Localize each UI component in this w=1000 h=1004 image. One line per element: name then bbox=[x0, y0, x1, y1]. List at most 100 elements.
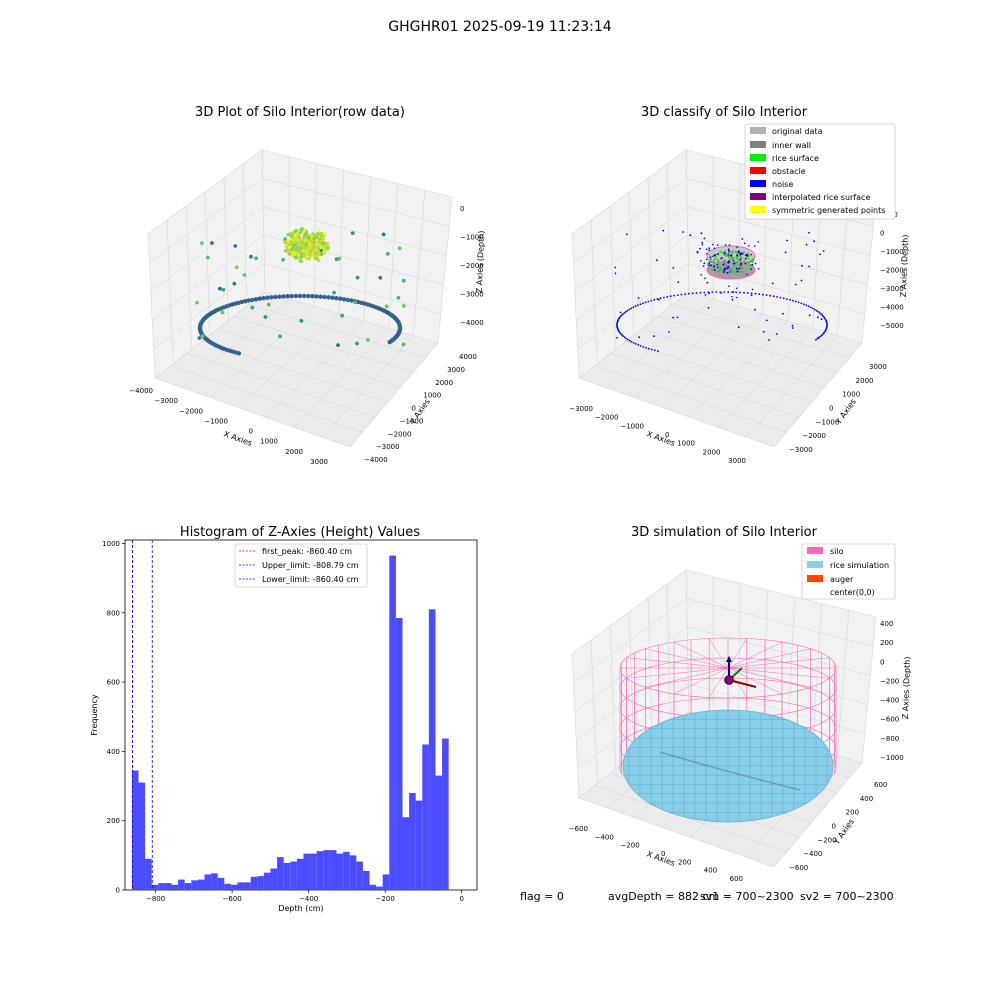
raw-data-point bbox=[356, 299, 361, 305]
silo-wire bbox=[673, 641, 729, 669]
raw-data-point bbox=[292, 243, 297, 248]
noise-point bbox=[803, 303, 805, 306]
noise-point bbox=[771, 282, 774, 285]
raw-data-point bbox=[261, 296, 266, 301]
grid-line bbox=[577, 263, 689, 350]
histogram-bar bbox=[204, 874, 212, 890]
silo-wire bbox=[727, 667, 830, 679]
classified-point bbox=[722, 259, 725, 262]
raw-data-point bbox=[310, 294, 315, 299]
histogram-y-tick-label: 800 bbox=[107, 609, 120, 617]
raw-x-tick-label: −1000 bbox=[204, 417, 228, 425]
sim-x-tick-label: −400 bbox=[595, 833, 614, 841]
noise-point bbox=[650, 348, 653, 351]
noise-point bbox=[688, 292, 690, 295]
classify-z-tick-label: 0 bbox=[880, 230, 884, 238]
histogram-bar bbox=[356, 861, 363, 890]
histogram-bar bbox=[349, 855, 357, 890]
noise-point bbox=[738, 251, 740, 254]
classified-point bbox=[741, 267, 744, 270]
raw-data-point bbox=[345, 297, 350, 303]
noise-point bbox=[635, 343, 637, 345]
grid-line bbox=[321, 335, 414, 438]
raw-data-point bbox=[281, 294, 286, 299]
noise-point bbox=[673, 294, 676, 297]
noise-point bbox=[765, 294, 768, 296]
raw-data-point bbox=[316, 258, 321, 263]
noise-point bbox=[642, 302, 644, 305]
grid-line bbox=[628, 191, 635, 336]
histogram-bar bbox=[316, 851, 324, 890]
raw-y-tick-label: −3000 bbox=[376, 443, 400, 451]
raw-y-tick-label: 1000 bbox=[423, 392, 441, 400]
raw-data-point bbox=[301, 246, 306, 250]
noise-point bbox=[705, 248, 708, 251]
legend-rice-simulation: rice simulation bbox=[830, 561, 889, 570]
noise-point bbox=[637, 304, 639, 307]
raw-data-point bbox=[246, 298, 251, 303]
raw-data-point bbox=[289, 231, 294, 236]
raw-data-point bbox=[381, 232, 386, 237]
grid-line bbox=[338, 170, 344, 314]
grid-line bbox=[673, 304, 850, 359]
legend-symmetric-points: symmetric generated points bbox=[772, 206, 885, 215]
histogram-bar bbox=[362, 870, 370, 890]
raw-data-point bbox=[250, 297, 255, 303]
legend-obstacle: obstacle bbox=[772, 167, 806, 176]
raw-data-point bbox=[314, 235, 319, 240]
grid-line bbox=[628, 611, 635, 756]
noise-point bbox=[820, 318, 823, 321]
noise-point bbox=[822, 250, 825, 252]
noise-point bbox=[712, 243, 714, 246]
raw-data-point bbox=[277, 294, 282, 299]
classified-point bbox=[737, 264, 740, 267]
footer-flag: flag = 0 bbox=[520, 890, 564, 903]
raw-data-point bbox=[397, 246, 402, 251]
classified-point bbox=[723, 253, 726, 256]
noise-point bbox=[676, 294, 679, 296]
raw-data-point bbox=[263, 315, 268, 319]
noise-point bbox=[768, 339, 770, 341]
noise-point bbox=[818, 312, 821, 314]
noise-point bbox=[826, 324, 828, 327]
noise-point bbox=[732, 291, 735, 293]
classified-point bbox=[713, 258, 716, 261]
sim-y-tick-label: 600 bbox=[874, 781, 887, 789]
noise-point bbox=[702, 265, 705, 267]
grid-line bbox=[634, 306, 739, 398]
histogram-title: Histogram of Z-Axies (Height) Values bbox=[180, 525, 420, 540]
noise-point bbox=[703, 291, 706, 294]
raw-data-point bbox=[205, 255, 210, 260]
grid-line bbox=[204, 191, 211, 336]
noise-point bbox=[708, 247, 710, 249]
grid-line bbox=[647, 597, 653, 741]
raw-data-point bbox=[200, 241, 204, 246]
noise-point bbox=[701, 241, 704, 244]
noise-point bbox=[757, 268, 760, 270]
noise-point bbox=[708, 249, 710, 252]
classified-point bbox=[748, 261, 751, 263]
histogram-bar bbox=[224, 883, 231, 890]
raw-x-tick-label: −2000 bbox=[179, 407, 203, 415]
grid-line bbox=[223, 177, 229, 321]
sim-y-tick-label: 200 bbox=[846, 809, 859, 817]
noise-point bbox=[634, 305, 637, 308]
classified-point bbox=[739, 256, 742, 259]
raw-data-point bbox=[266, 302, 271, 307]
noise-point bbox=[700, 274, 702, 276]
classified-point bbox=[728, 251, 731, 254]
legend-center: center(0,0) bbox=[830, 588, 875, 597]
raw-data-point bbox=[320, 241, 325, 246]
noise-point bbox=[621, 334, 623, 336]
raw-data-point bbox=[294, 229, 299, 233]
classified-point bbox=[714, 254, 716, 257]
raw-data-point bbox=[317, 247, 321, 252]
noise-point bbox=[628, 308, 631, 311]
sim-x-tick-label: 200 bbox=[678, 858, 691, 866]
noise-point bbox=[805, 243, 808, 246]
legend-swatch-inner-wall bbox=[750, 141, 766, 148]
classified-point bbox=[740, 265, 743, 268]
raw-data-point bbox=[350, 231, 355, 236]
silo-wire bbox=[645, 648, 729, 669]
histogram-bar bbox=[263, 872, 271, 890]
